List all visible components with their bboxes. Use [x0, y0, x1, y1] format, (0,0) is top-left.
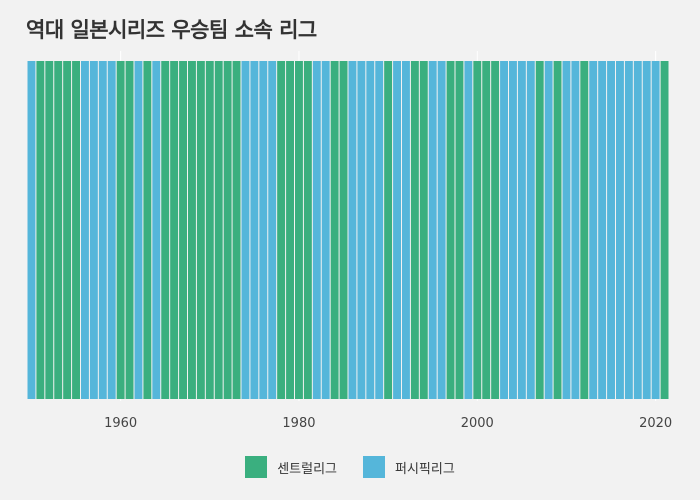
bar-1955[interactable]: [72, 61, 80, 399]
bar-1962[interactable]: [134, 61, 143, 399]
bar-2014[interactable]: [598, 61, 607, 399]
bar-1980[interactable]: [295, 61, 303, 399]
bar-1967[interactable]: [179, 61, 187, 399]
bar-1991[interactable]: [393, 61, 401, 399]
bar-2019[interactable]: [642, 61, 651, 399]
legend-label-pacific: 퍼시픽리그: [395, 461, 455, 477]
bar-2021[interactable]: [660, 61, 669, 399]
bar-1996[interactable]: [437, 61, 446, 399]
bar-1960[interactable]: [116, 61, 125, 399]
bar-2001[interactable]: [482, 61, 491, 399]
x-axis-ticks: 1960 1980 2000 2020: [104, 416, 672, 431]
bar-1953[interactable]: [54, 61, 63, 399]
bar-1964[interactable]: [152, 61, 161, 399]
bar-1975[interactable]: [250, 61, 259, 399]
legend-label-central: 센트럴리그: [277, 461, 337, 477]
bar-1978[interactable]: [277, 61, 286, 399]
legend-item-pacific[interactable]: 퍼시픽리그: [363, 456, 455, 478]
bar-1969[interactable]: [196, 61, 205, 399]
bar-1992[interactable]: [402, 61, 410, 399]
bar-1983[interactable]: [321, 61, 330, 399]
bar-2008[interactable]: [544, 61, 553, 399]
bar-2020[interactable]: [651, 61, 660, 399]
bar-1968[interactable]: [188, 61, 196, 399]
bar-1995[interactable]: [428, 61, 437, 399]
bar-2013[interactable]: [589, 61, 598, 399]
bar-2018[interactable]: [633, 61, 642, 399]
chart-title: 역대 일본시리즈 우승팀 소속 리그: [26, 18, 317, 42]
bar-1985[interactable]: [339, 61, 348, 399]
bar-1965[interactable]: [161, 61, 170, 399]
bar-1999[interactable]: [464, 61, 473, 399]
bar-1959[interactable]: [107, 61, 116, 399]
bar-1984[interactable]: [330, 61, 339, 399]
x-tick-label-2000: 2000: [461, 416, 494, 431]
bar-1951[interactable]: [36, 61, 45, 399]
x-tick-label-1960: 1960: [104, 416, 137, 431]
bar-1981[interactable]: [303, 61, 312, 399]
bar-1986[interactable]: [348, 61, 357, 399]
bar-2012[interactable]: [580, 61, 589, 399]
bar-2007[interactable]: [535, 61, 544, 399]
bar-2009[interactable]: [553, 61, 562, 399]
bar-1997[interactable]: [446, 61, 455, 399]
bar-2005[interactable]: [517, 61, 526, 399]
bar-1982[interactable]: [312, 61, 321, 399]
bar-1976[interactable]: [259, 61, 268, 399]
legend: 센트럴리그 퍼시픽리그: [0, 456, 700, 478]
bar-1989[interactable]: [375, 61, 384, 399]
bar-1957[interactable]: [89, 61, 98, 399]
bars-group: [27, 51, 669, 401]
bar-2016[interactable]: [616, 61, 624, 399]
x-tick-label-2020: 2020: [639, 416, 672, 431]
bar-1973[interactable]: [232, 61, 241, 399]
bar-1966[interactable]: [170, 61, 179, 399]
bar-2002[interactable]: [491, 61, 500, 399]
bar-1956[interactable]: [81, 61, 89, 399]
bar-1971[interactable]: [214, 61, 223, 399]
bar-1950[interactable]: [27, 61, 36, 399]
bar-1970[interactable]: [205, 61, 214, 399]
bar-2015[interactable]: [607, 61, 615, 399]
bar-2010[interactable]: [562, 61, 571, 399]
bar-2000[interactable]: [473, 61, 482, 399]
x-tick-label-1980: 1980: [282, 416, 315, 431]
bar-1958[interactable]: [98, 61, 107, 399]
bar-1987[interactable]: [357, 61, 366, 399]
bar-1961[interactable]: [125, 61, 134, 399]
bar-2006[interactable]: [526, 61, 535, 399]
bar-1972[interactable]: [223, 61, 232, 399]
bar-1990[interactable]: [384, 61, 393, 399]
bar-1993[interactable]: [410, 61, 419, 399]
bar-2003[interactable]: [500, 61, 508, 399]
bar-1963[interactable]: [143, 61, 152, 399]
bar-2017[interactable]: [624, 61, 633, 399]
bar-1979[interactable]: [286, 61, 294, 399]
bar-1952[interactable]: [45, 61, 54, 399]
bar-1998[interactable]: [455, 61, 464, 399]
legend-item-central[interactable]: 센트럴리그: [245, 456, 337, 478]
bar-2011[interactable]: [571, 61, 580, 399]
bar-1994[interactable]: [419, 61, 428, 399]
bar-1974[interactable]: [241, 61, 250, 399]
bar-1977[interactable]: [268, 61, 277, 399]
bar-1988[interactable]: [366, 61, 375, 399]
legend-swatch-central: [245, 456, 268, 478]
bar-2004[interactable]: [509, 61, 517, 399]
legend-swatch-pacific: [363, 456, 385, 478]
bar-1954[interactable]: [63, 61, 72, 399]
